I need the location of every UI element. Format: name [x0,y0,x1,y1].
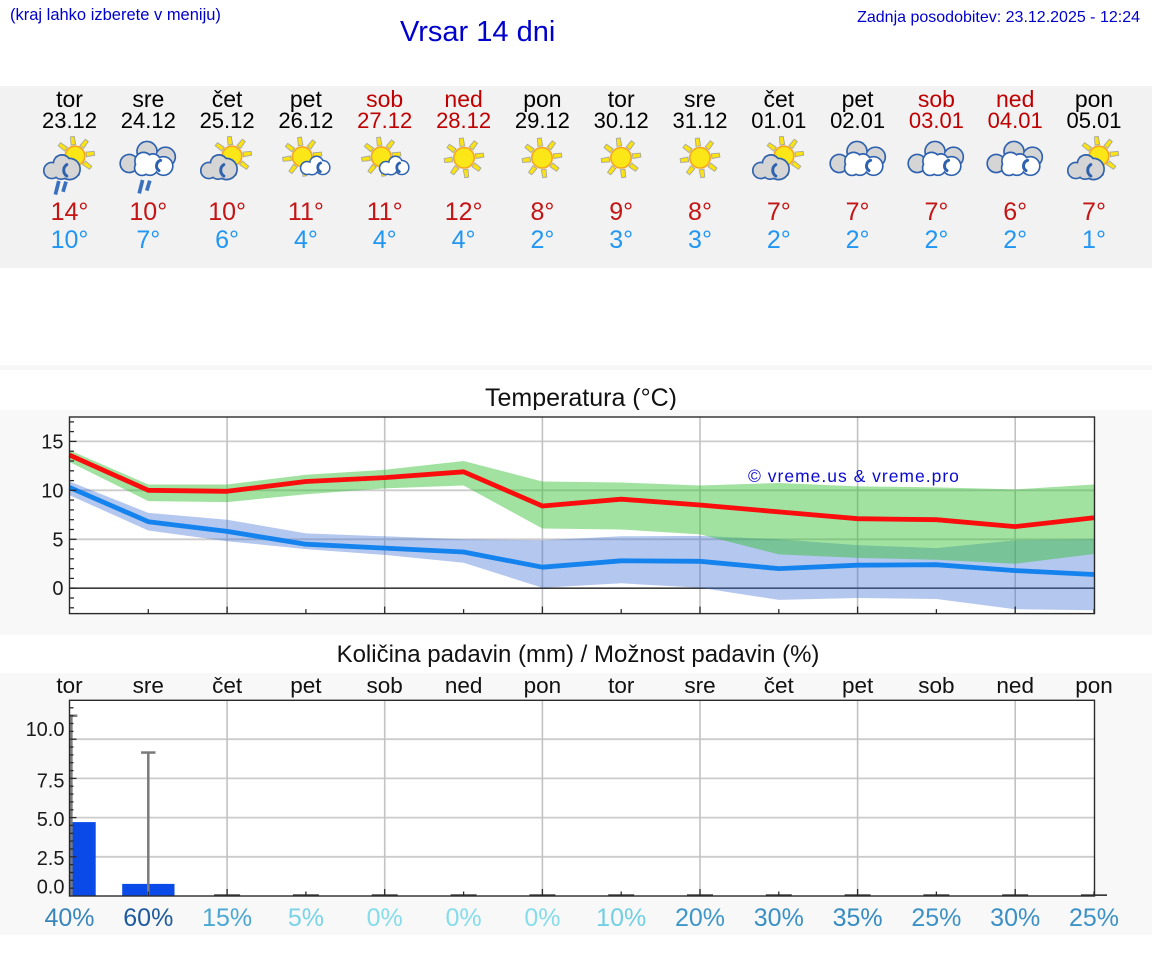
svg-text:30%: 30% [990,904,1040,932]
svg-text:5%: 5% [288,904,324,932]
svg-text:0%: 0% [524,904,560,932]
svg-text:0: 0 [52,578,63,600]
svg-text:čet: čet [212,673,243,698]
svg-text:10: 10 [41,480,63,502]
svg-text:0.0: 0.0 [37,877,65,899]
svg-text:pet: pet [290,673,322,698]
svg-text:10.0: 10.0 [26,719,65,741]
svg-text:35%: 35% [833,904,883,932]
svg-text:sre: sre [133,673,164,698]
svg-text:5: 5 [52,529,63,551]
svg-text:2.5: 2.5 [37,848,65,870]
svg-text:25%: 25% [911,904,961,932]
svg-text:pet: pet [842,673,874,698]
svg-text:čet: čet [764,673,795,698]
svg-text:© vreme.us & vreme.pro: © vreme.us & vreme.pro [748,466,960,486]
svg-text:0%: 0% [367,904,403,932]
svg-text:0%: 0% [446,904,482,932]
svg-text:15: 15 [41,431,63,453]
svg-text:tor: tor [608,673,635,698]
svg-text:40%: 40% [44,904,94,932]
svg-text:ned: ned [996,673,1034,698]
svg-text:pon: pon [1075,673,1113,698]
svg-text:ned: ned [445,673,483,698]
svg-text:tor: tor [56,673,83,698]
svg-text:60%: 60% [123,904,173,932]
svg-text:sob: sob [367,673,403,698]
svg-text:25%: 25% [1069,904,1119,932]
svg-text:5.0: 5.0 [37,809,65,831]
svg-text:15%: 15% [202,904,252,932]
svg-text:7.5: 7.5 [37,770,65,792]
svg-text:sre: sre [684,673,715,698]
svg-text:pon: pon [524,673,562,698]
svg-text:sob: sob [918,673,954,698]
svg-text:30%: 30% [754,904,804,932]
svg-text:20%: 20% [675,904,725,932]
svg-text:10%: 10% [596,904,646,932]
